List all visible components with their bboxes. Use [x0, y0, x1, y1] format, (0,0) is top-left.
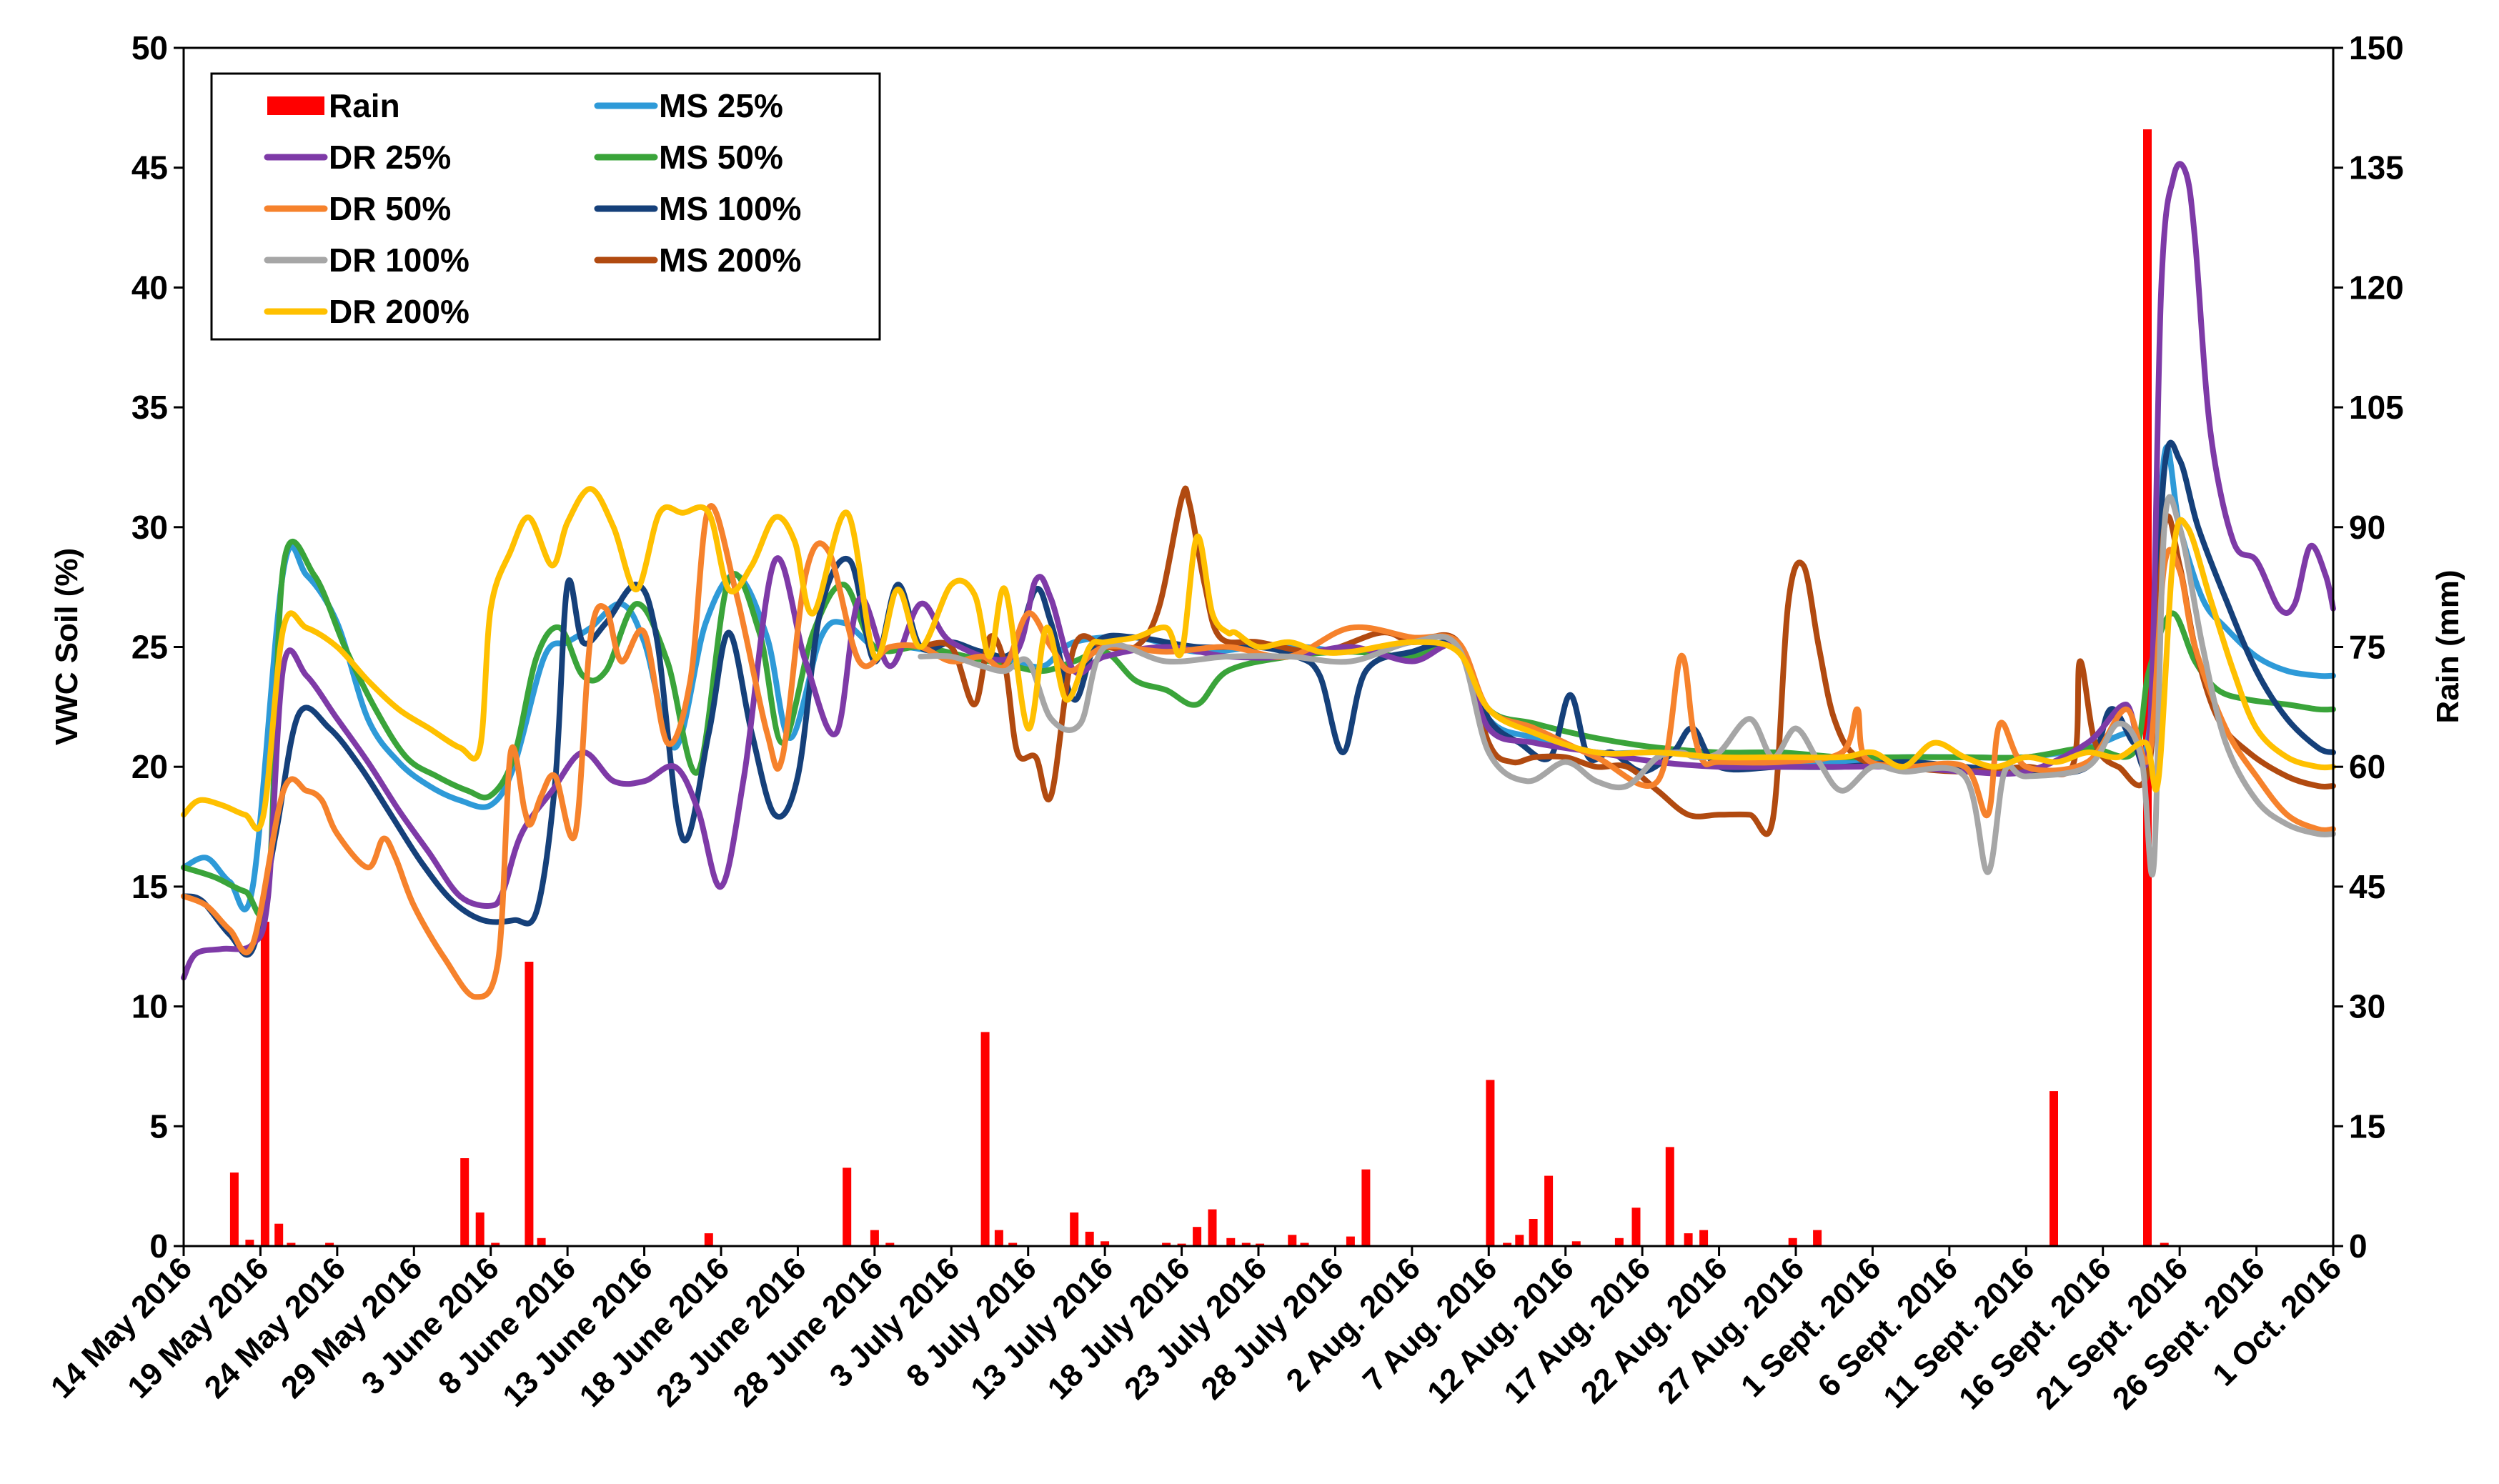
- rain-bar: [460, 1158, 470, 1246]
- legend-label-dr-50pct: DR 50%: [329, 190, 451, 227]
- rain-bar: [229, 1172, 239, 1246]
- legend-label-dr-25pct: DR 25%: [329, 139, 451, 176]
- legend: Rain MS 25% DR 25% MS 50% DR 50% MS 100% DR 10…: [210, 72, 881, 341]
- rain-bar: [2050, 1091, 2058, 1246]
- series-line-dr-50pct: [181, 503, 2336, 1000]
- rain-bar: [1813, 1230, 1822, 1246]
- right-tick-label: 30: [2349, 988, 2385, 1025]
- series-lines: [181, 161, 2336, 1000]
- left-axis-title: VWC Soil (%): [49, 548, 84, 745]
- rain-bar: [1288, 1235, 1297, 1246]
- legend-label-rain: Rain: [329, 87, 400, 124]
- rain-bar: [980, 1032, 990, 1246]
- legend-label-ms-50pct: MS 50%: [659, 139, 783, 176]
- rain-bar: [525, 962, 534, 1246]
- rain-bar: [1162, 1243, 1171, 1246]
- legend-label-dr-100pct: DR 100%: [329, 241, 470, 279]
- legend-label-ms-25pct: MS 25%: [659, 87, 783, 124]
- left-tick-label: 0: [149, 1227, 168, 1265]
- right-tick-label: 0: [2349, 1227, 2368, 1265]
- legend-label-dr-200pct: DR 200%: [329, 293, 470, 330]
- rain-bar: [491, 1243, 500, 1246]
- left-tick-label: 5: [149, 1107, 168, 1145]
- rain-bar: [1614, 1238, 1624, 1246]
- rain-bar: [1008, 1243, 1018, 1246]
- left-tick-label: 25: [131, 629, 168, 666]
- left-tick-label: 35: [131, 389, 168, 426]
- right-axis-title: Rain (mm): [2430, 569, 2465, 723]
- rain-bar: [1241, 1243, 1251, 1246]
- rain-bar: [1529, 1219, 1538, 1246]
- series-line-ms-200pct: [918, 485, 2336, 837]
- rain-bar: [885, 1243, 895, 1246]
- rain-bar: [870, 1230, 879, 1246]
- series-line-ms-25pct: [181, 444, 2336, 912]
- legend-label-ms-200pct: MS 200%: [659, 241, 801, 279]
- rain-bar: [1503, 1243, 1512, 1246]
- rain-bar: [1684, 1233, 1693, 1246]
- left-tick-label: 10: [131, 988, 168, 1025]
- rain-bar: [843, 1167, 852, 1246]
- rain-bar: [537, 1238, 546, 1246]
- left-tick-label: 45: [131, 149, 168, 186]
- rain-bar: [1665, 1147, 1674, 1246]
- rain-bar: [1085, 1231, 1094, 1246]
- rain-bar: [1193, 1227, 1202, 1246]
- rain-bar: [1346, 1236, 1355, 1246]
- rain-bar: [274, 1223, 284, 1246]
- rain-bar: [1486, 1080, 1495, 1246]
- left-tick-label: 15: [131, 868, 168, 905]
- rain-bar: [1515, 1235, 1524, 1246]
- right-tick-label: 60: [2349, 748, 2385, 785]
- right-tick-label: 15: [2349, 1107, 2385, 1145]
- right-tick-label: 150: [2349, 29, 2404, 66]
- right-tick-label: 120: [2349, 269, 2404, 306]
- legend-label-ms-100pct: MS 100%: [659, 190, 801, 227]
- rain-bar: [1070, 1212, 1079, 1246]
- rain-bar: [1631, 1207, 1641, 1246]
- rain-bar: [1300, 1243, 1309, 1246]
- rain-bar: [994, 1230, 1003, 1246]
- right-tick-label: 75: [2349, 629, 2385, 666]
- right-y-axis: 0 15 30 45 60 75 90 105 120 135 150: [2333, 29, 2404, 1265]
- right-tick-label: 90: [2349, 509, 2385, 546]
- rain-bar: [1101, 1241, 1110, 1246]
- series-line-dr-200pct: [181, 486, 2336, 832]
- rain-bar: [1788, 1238, 1797, 1246]
- rain-bar: [1256, 1243, 1265, 1246]
- rain-bar: [1361, 1169, 1371, 1246]
- rain-bar: [704, 1233, 713, 1246]
- right-tick-label: 135: [2349, 149, 2404, 186]
- rain-bar: [1226, 1238, 1236, 1246]
- rain-bar: [1208, 1209, 1217, 1246]
- rain-bar: [287, 1243, 296, 1246]
- left-tick-label: 30: [131, 509, 168, 546]
- rain-bar: [1544, 1175, 1554, 1246]
- rain-bar: [325, 1243, 334, 1246]
- rain-bar: [2160, 1243, 2169, 1246]
- left-tick-label: 20: [131, 748, 168, 785]
- rain-bar: [1571, 1241, 1581, 1246]
- rain-bar: [475, 1212, 485, 1246]
- right-tick-label: 45: [2349, 868, 2385, 905]
- legend-swatch-rain: [267, 96, 324, 115]
- left-tick-label: 50: [131, 29, 168, 66]
- rain-bar: [260, 922, 269, 1246]
- right-tick-label: 105: [2349, 389, 2404, 426]
- rain-bar: [245, 1240, 254, 1246]
- left-y-axis: 0 5 10 15 20 25 30 35 40 45 50: [131, 29, 184, 1265]
- rain-bar: [1699, 1230, 1709, 1246]
- rain-bars: [229, 129, 2169, 1246]
- left-tick-label: 40: [131, 269, 168, 306]
- rain-bar: [1177, 1243, 1186, 1246]
